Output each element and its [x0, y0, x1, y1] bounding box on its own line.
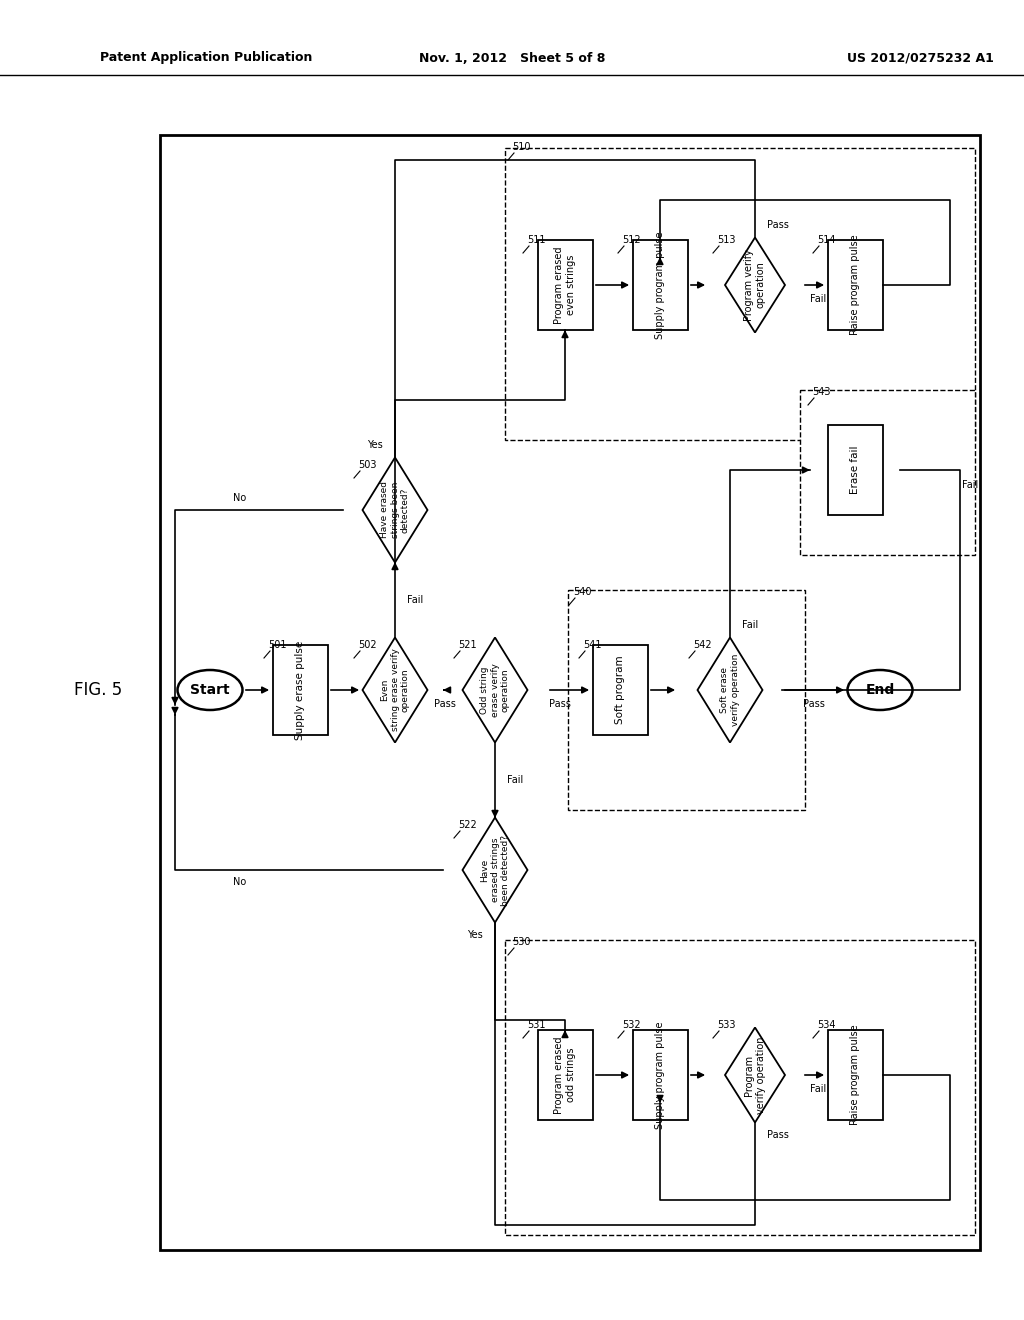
- Text: Program verify
operation: Program verify operation: [744, 249, 766, 321]
- Text: 532: 532: [622, 1020, 641, 1030]
- Text: 522: 522: [458, 820, 477, 830]
- Text: FIG. 5: FIG. 5: [74, 681, 122, 700]
- Text: No: No: [233, 492, 247, 503]
- Text: 512: 512: [622, 235, 641, 246]
- Text: Erase fail: Erase fail: [850, 446, 860, 494]
- Text: Supply program pulse: Supply program pulse: [655, 1022, 665, 1129]
- Bar: [593, 645, 647, 735]
- Bar: [160, 135, 980, 1250]
- Text: Pass: Pass: [767, 1130, 788, 1140]
- Text: 510: 510: [512, 143, 530, 152]
- Text: 533: 533: [717, 1020, 735, 1030]
- Polygon shape: [362, 638, 427, 742]
- Bar: [568, 590, 805, 810]
- Text: 530: 530: [512, 937, 530, 946]
- Text: Fail: Fail: [507, 775, 523, 785]
- Text: 503: 503: [358, 459, 377, 470]
- Text: Yes: Yes: [467, 931, 483, 940]
- Text: Fail: Fail: [742, 620, 758, 630]
- Bar: [633, 1030, 687, 1119]
- Text: Start: Start: [190, 682, 229, 697]
- Bar: [827, 425, 883, 515]
- Polygon shape: [697, 638, 763, 742]
- Text: Program erased
odd strings: Program erased odd strings: [554, 1036, 575, 1114]
- Text: Nov. 1, 2012   Sheet 5 of 8: Nov. 1, 2012 Sheet 5 of 8: [419, 51, 605, 65]
- Text: Soft erase
verify operation: Soft erase verify operation: [720, 653, 739, 726]
- Text: 501: 501: [268, 640, 287, 649]
- Bar: [633, 240, 687, 330]
- Text: Raise program pulse: Raise program pulse: [850, 1024, 860, 1126]
- Text: Pass: Pass: [434, 700, 456, 709]
- Bar: [800, 389, 975, 554]
- Text: Supply program pulse: Supply program pulse: [655, 231, 665, 339]
- Text: 543: 543: [812, 387, 830, 397]
- Text: Even
string erase verify
operation: Even string erase verify operation: [380, 648, 410, 731]
- Polygon shape: [463, 817, 527, 923]
- Text: US 2012/0275232 A1: US 2012/0275232 A1: [847, 51, 993, 65]
- Text: Fail: Fail: [810, 294, 826, 304]
- Text: Pass: Pass: [549, 700, 571, 709]
- Text: Program
verify operation: Program verify operation: [744, 1036, 766, 1114]
- Text: 534: 534: [817, 1020, 836, 1030]
- Text: Fail: Fail: [962, 480, 978, 490]
- Polygon shape: [725, 1027, 785, 1122]
- Text: Pass: Pass: [767, 220, 788, 230]
- Text: End: End: [865, 682, 895, 697]
- Text: Have
erased strings
been detected?: Have erased strings been detected?: [480, 834, 510, 906]
- Bar: [505, 148, 975, 440]
- Text: Fail: Fail: [810, 1084, 826, 1094]
- Polygon shape: [362, 458, 427, 562]
- Text: Odd string
erase verify
operation: Odd string erase verify operation: [480, 663, 510, 717]
- Text: Yes: Yes: [368, 440, 383, 450]
- Text: Have erased
strings been
detected?: Have erased strings been detected?: [380, 482, 410, 539]
- Text: 502: 502: [358, 640, 377, 649]
- Text: Pass: Pass: [803, 700, 825, 709]
- Text: 514: 514: [817, 235, 836, 246]
- Text: 531: 531: [527, 1020, 546, 1030]
- Polygon shape: [463, 638, 527, 742]
- Text: Patent Application Publication: Patent Application Publication: [100, 51, 312, 65]
- Text: No: No: [233, 876, 247, 887]
- Text: Fail: Fail: [407, 595, 423, 605]
- Text: Program erased
even strings: Program erased even strings: [554, 247, 575, 323]
- Text: Raise program pulse: Raise program pulse: [850, 235, 860, 335]
- Bar: [538, 240, 593, 330]
- Bar: [505, 940, 975, 1236]
- Text: 513: 513: [717, 235, 735, 246]
- Bar: [827, 1030, 883, 1119]
- Bar: [538, 1030, 593, 1119]
- Text: 521: 521: [458, 640, 476, 649]
- Ellipse shape: [177, 671, 243, 710]
- Text: 511: 511: [527, 235, 546, 246]
- Bar: [827, 240, 883, 330]
- Bar: [272, 645, 328, 735]
- Polygon shape: [725, 238, 785, 333]
- Text: 541: 541: [583, 640, 601, 649]
- Text: Soft program: Soft program: [615, 656, 625, 725]
- Text: Supply erase pulse: Supply erase pulse: [295, 640, 305, 739]
- Text: 540: 540: [573, 587, 592, 597]
- Ellipse shape: [848, 671, 912, 710]
- Text: 542: 542: [693, 640, 712, 649]
